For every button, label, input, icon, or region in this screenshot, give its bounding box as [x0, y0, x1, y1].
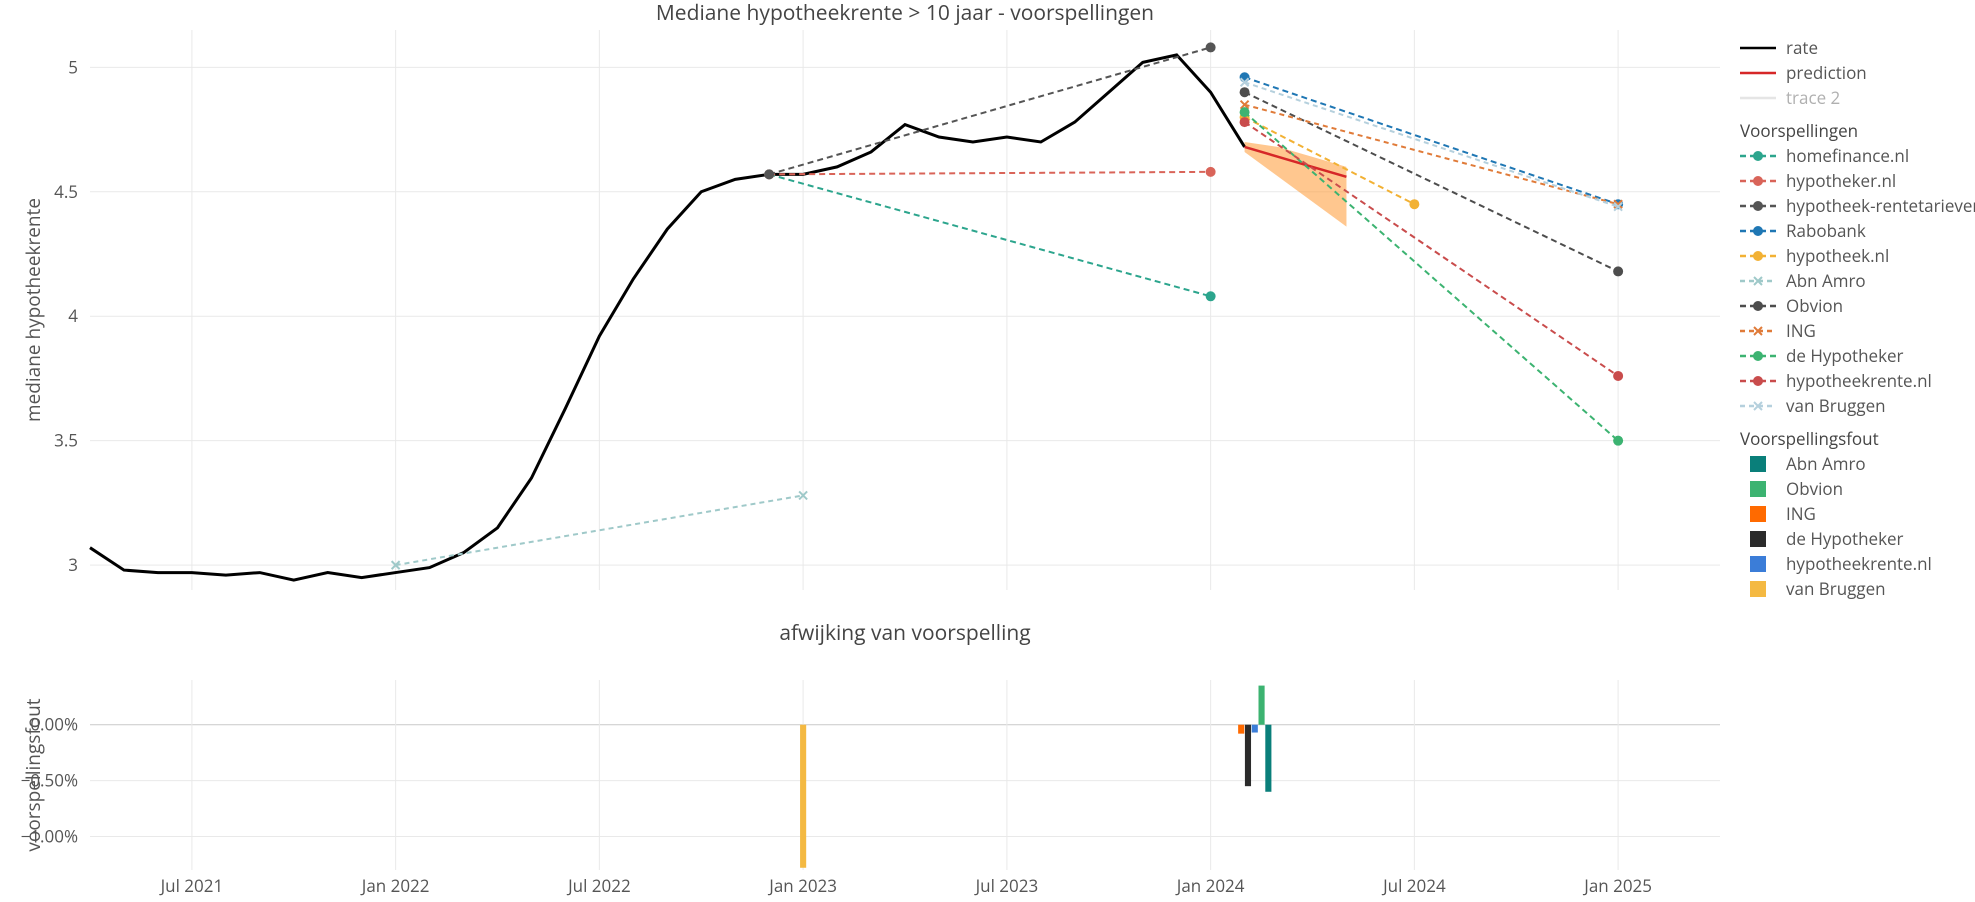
- bottom-title: afwijking van voorspelling: [779, 619, 1030, 647]
- legend-hypotheekrente[interactable]: hypotheekrente.nl: [1740, 369, 1932, 392]
- ytick: 4: [68, 304, 78, 327]
- legend-abnamro[interactable]: Abn Amro: [1740, 269, 1866, 292]
- series-hrt[interactable]: [769, 47, 1210, 174]
- legend-obvion[interactable]: Obvion: [1750, 477, 1843, 500]
- marker: [1206, 291, 1216, 301]
- bar-vanbruggen[interactable]: [800, 725, 806, 868]
- prediction-band: [1245, 142, 1347, 227]
- legend-vanbruggen[interactable]: van Bruggen: [1740, 394, 1886, 417]
- marker: [764, 169, 774, 179]
- legend-obvion[interactable]: Obvion: [1740, 294, 1843, 317]
- series-rate[interactable]: [90, 55, 1245, 580]
- legend-label: van Bruggen: [1786, 577, 1886, 600]
- legend-label: Obvion: [1786, 477, 1843, 500]
- marker: [1613, 436, 1623, 446]
- legend-rabobank[interactable]: Rabobank: [1740, 219, 1866, 242]
- xtick-label: Jul 2023: [974, 874, 1039, 897]
- xtick-label: Jan 2023: [767, 874, 837, 897]
- marker: [1240, 107, 1250, 117]
- xtick-label: Jan 2024: [1175, 874, 1245, 897]
- legend-title-voorspellingen: Voorspellingen: [1740, 119, 1858, 142]
- ytick: 4.5: [54, 180, 78, 203]
- bar-obvion[interactable]: [1259, 686, 1265, 725]
- legend-prediction[interactable]: prediction: [1740, 61, 1867, 84]
- marker: [1240, 72, 1250, 82]
- legend-hypotheek_nl[interactable]: hypotheek.nl: [1740, 244, 1889, 267]
- legend-label: hypotheker.nl: [1786, 169, 1896, 192]
- legend-label: Abn Amro: [1786, 269, 1866, 292]
- ytick: 3.5: [54, 429, 78, 452]
- marker: [1206, 42, 1216, 52]
- legend-dehypotheker[interactable]: de Hypotheker: [1750, 527, 1904, 550]
- legend-label: Rabobank: [1786, 219, 1866, 242]
- legend-ing[interactable]: ING: [1740, 319, 1816, 342]
- legend-trace2[interactable]: trace 2: [1740, 86, 1840, 109]
- legend-label: de Hypotheker: [1786, 527, 1904, 550]
- legend-label: homefinance.nl: [1786, 144, 1909, 167]
- series-homefinance[interactable]: [769, 174, 1210, 296]
- legend-label: van Bruggen: [1786, 394, 1886, 417]
- chart-root: Mediane hypotheekrente > 10 jaar - voors…: [0, 0, 1975, 902]
- xtick-label: Jul 2021: [159, 874, 224, 897]
- legend-label: Obvion: [1786, 294, 1843, 317]
- legend-title-fout: Voorspellingsfout: [1740, 427, 1879, 450]
- legend-homefinance[interactable]: homefinance.nl: [1740, 144, 1909, 167]
- bar-ing[interactable]: [1238, 725, 1244, 734]
- legend-abnamro[interactable]: Abn Amro: [1750, 452, 1866, 475]
- legend-hrt[interactable]: hypotheek-rentetarieven.nl: [1740, 194, 1975, 217]
- legend-rate[interactable]: rate: [1740, 36, 1818, 59]
- series-dehypotheker[interactable]: [1245, 112, 1619, 441]
- xtick-label: Jul 2022: [566, 874, 631, 897]
- bar-abnamro[interactable]: [1265, 725, 1271, 792]
- ytick-bot: −1.00%: [21, 824, 78, 847]
- legend-label: prediction: [1786, 61, 1867, 84]
- marker: [1240, 117, 1250, 127]
- legend-label: hypotheekrente.nl: [1786, 552, 1932, 575]
- legend-label: ING: [1786, 319, 1816, 342]
- marker: [1613, 371, 1623, 381]
- ytick-bot: −0.50%: [21, 769, 78, 792]
- legend-label: de Hypotheker: [1786, 344, 1904, 367]
- xtick-label: Jan 2022: [360, 874, 430, 897]
- legend-ing[interactable]: ING: [1750, 502, 1816, 525]
- legend-label: rate: [1786, 36, 1818, 59]
- marker: [1613, 266, 1623, 276]
- ytick: 5: [68, 55, 78, 78]
- legend-label: ING: [1786, 502, 1816, 525]
- ytick-bot: 0.00%: [30, 713, 78, 736]
- xtick-label: Jul 2024: [1381, 874, 1446, 897]
- marker: [1409, 199, 1419, 209]
- top-title: Mediane hypotheekrente > 10 jaar - voors…: [656, 0, 1154, 27]
- xtick-label: Jan 2025: [1582, 874, 1652, 897]
- ytick: 3: [68, 553, 78, 576]
- bar-dehypotheker[interactable]: [1245, 725, 1251, 786]
- marker: [1206, 167, 1216, 177]
- bar-hypotheekrente[interactable]: [1252, 725, 1258, 733]
- legend-label: hypotheek.nl: [1786, 244, 1889, 267]
- series-hypotheker_nl[interactable]: [769, 172, 1210, 174]
- legend-hypotheker_nl[interactable]: hypotheker.nl: [1740, 169, 1896, 192]
- legend-vanbruggen[interactable]: van Bruggen: [1750, 577, 1886, 600]
- legend-hypotheekrente[interactable]: hypotheekrente.nl: [1750, 552, 1932, 575]
- legend-label: trace 2: [1786, 86, 1840, 109]
- legend-label: hypotheekrente.nl: [1786, 369, 1932, 392]
- marker: [1240, 87, 1250, 97]
- legend-label: hypotheek-rentetarieven.nl: [1786, 194, 1975, 217]
- legend-dehypotheker[interactable]: de Hypotheker: [1740, 344, 1904, 367]
- top-yaxis-title: mediane hypotheekrente: [20, 198, 46, 422]
- legend-label: Abn Amro: [1786, 452, 1866, 475]
